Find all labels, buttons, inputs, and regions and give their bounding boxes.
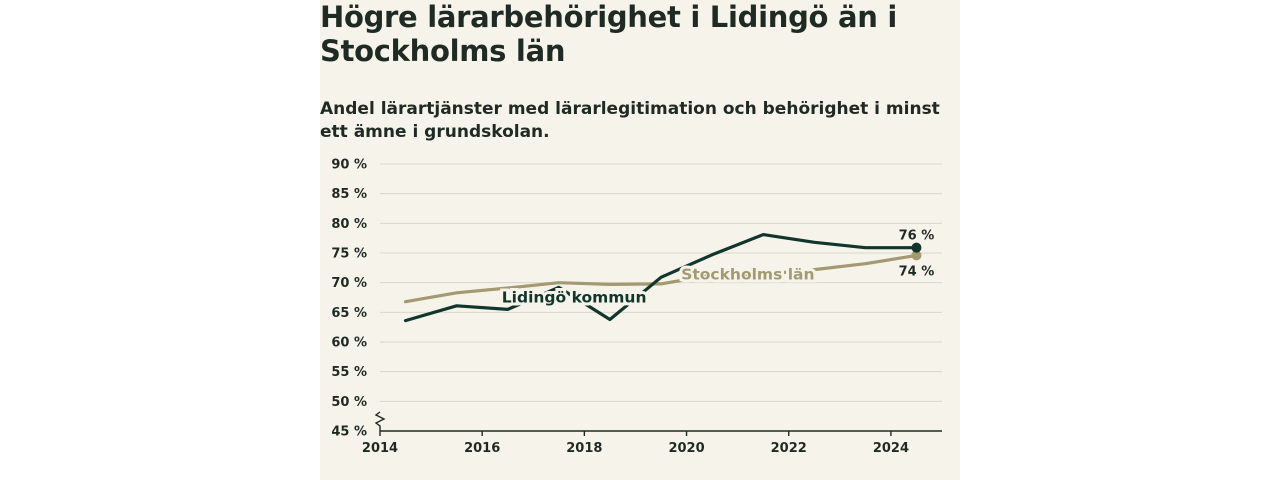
x-tick-label: 2018 [566,441,602,456]
y-tick-label: 90 % [331,158,367,173]
series-layer [403,232,922,323]
end-value-label: 74 % [899,264,935,279]
chart-subtitle: Andel lärartjänster med lärarlegitimatio… [320,99,940,142]
y-tick-label: 60 % [331,336,367,351]
x-tick-label: 2020 [668,441,704,456]
y-tick-label: 45 % [331,425,367,440]
chart-panel: Högre lärarbehörighet i Lidingö än i Sto… [320,0,960,480]
x-tick-label: 2024 [873,441,909,456]
y-tick-label: 80 % [331,217,367,232]
y-tick-label: 65 % [331,306,367,321]
x-tick-label: 2022 [771,441,807,456]
chart-title: Högre lärarbehörighet i Lidingö än i Sto… [320,0,898,68]
y-tick-label: 50 % [331,395,367,410]
line-chart: 45 % 50 % 55 % 60 % 65 % 70 % 75 % 80 % 85 % 90 %… [331,158,942,456]
end-point-marker [911,250,922,261]
series-line-lidingo-kommun [403,232,919,323]
y-tick-label: 55 % [331,365,367,380]
axis-break-marker [374,411,386,431]
y-tick-label: 70 % [331,276,367,291]
end-value-label: 76 % [899,229,935,244]
y-tick-label: 85 % [331,187,367,202]
series-label-lidingo-kommun: Lidingö kommun [502,289,647,307]
series-line-stockholms-lan [403,253,919,304]
x-tick-label: 2014 [362,441,398,456]
x-tick-label: 2016 [464,441,500,456]
y-tick-label: 75 % [331,247,367,262]
series-label-stockholms-lan: Stockholms län [681,266,814,284]
label-layer: 74 % 76 % Stockholms län Lidingö kommun [499,229,935,310]
axis-layer: 45 % 50 % 55 % 60 % 65 % 70 % 75 % 80 % 85 % 90 %… [331,158,942,456]
end-point-marker [911,242,922,253]
